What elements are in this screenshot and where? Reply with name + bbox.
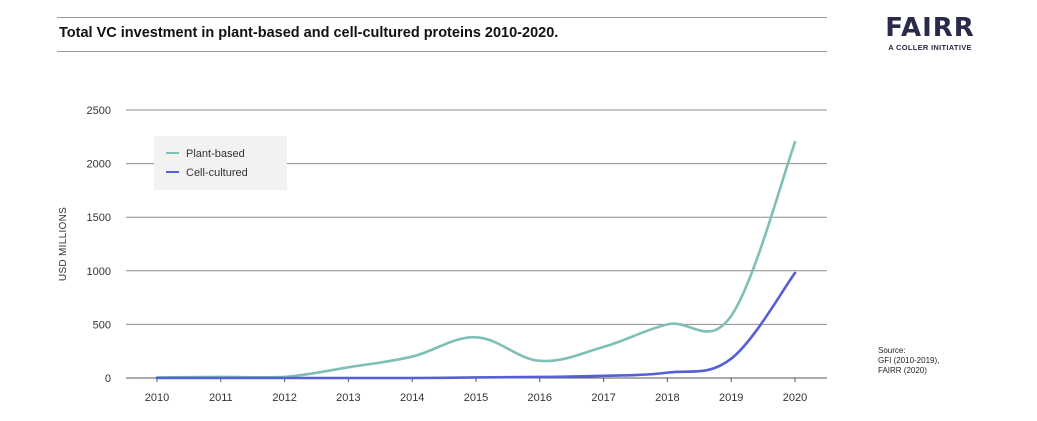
fairr-logo: FAIRR A COLLER INITIATIVE: [877, 14, 983, 52]
y-tick-2500: 2500: [87, 105, 111, 117]
title-top-rule: [57, 17, 827, 18]
y-tick-500: 500: [93, 319, 111, 331]
legend: Plant-based Cell-cultured: [154, 136, 287, 190]
y-tick-2000: 2000: [87, 159, 111, 171]
legend-label-plant-based: Plant-based: [186, 148, 245, 160]
x-tick-2020: 2020: [783, 392, 807, 404]
y-axis-title: USD MILLIONS: [58, 207, 69, 281]
x-tick-2018: 2018: [655, 392, 679, 404]
source-note: Source: GFI (2010-2019), FAIRR (2020): [878, 346, 940, 375]
x-tick-2019: 2019: [719, 392, 743, 404]
logo-tagline: A COLLER INITIATIVE: [888, 43, 972, 52]
x-tick-2014: 2014: [400, 392, 424, 404]
y-tick-1000: 1000: [87, 266, 111, 278]
series-line-cell-cultured: [155, 271, 797, 380]
logo-wordmark: FAIRR: [885, 13, 975, 43]
x-tick-labels: 2010 2011 2012 2013 2014 2015 2016 2017 2018 2019…: [145, 392, 807, 404]
x-tick-2010: 2010: [145, 392, 169, 404]
x-tick-2015: 2015: [464, 392, 488, 404]
x-tick-2016: 2016: [528, 392, 552, 404]
legend-label-cell-cultured: Cell-cultured: [186, 167, 248, 179]
y-tick-1500: 1500: [87, 212, 111, 224]
title-bottom-rule: [57, 51, 827, 52]
x-tick-2011: 2011: [209, 392, 233, 404]
legend-box: [154, 136, 287, 190]
x-tick-2017: 2017: [591, 392, 615, 404]
y-tick-labels: 0 500 1000 1500 2000 2500: [87, 105, 111, 385]
series-lines: [155, 140, 797, 380]
x-tick-2012: 2012: [272, 392, 296, 404]
y-tick-0: 0: [105, 373, 111, 385]
x-tick-2013: 2013: [336, 392, 360, 404]
chart-title: Total VC investment in plant-based and c…: [59, 25, 559, 41]
